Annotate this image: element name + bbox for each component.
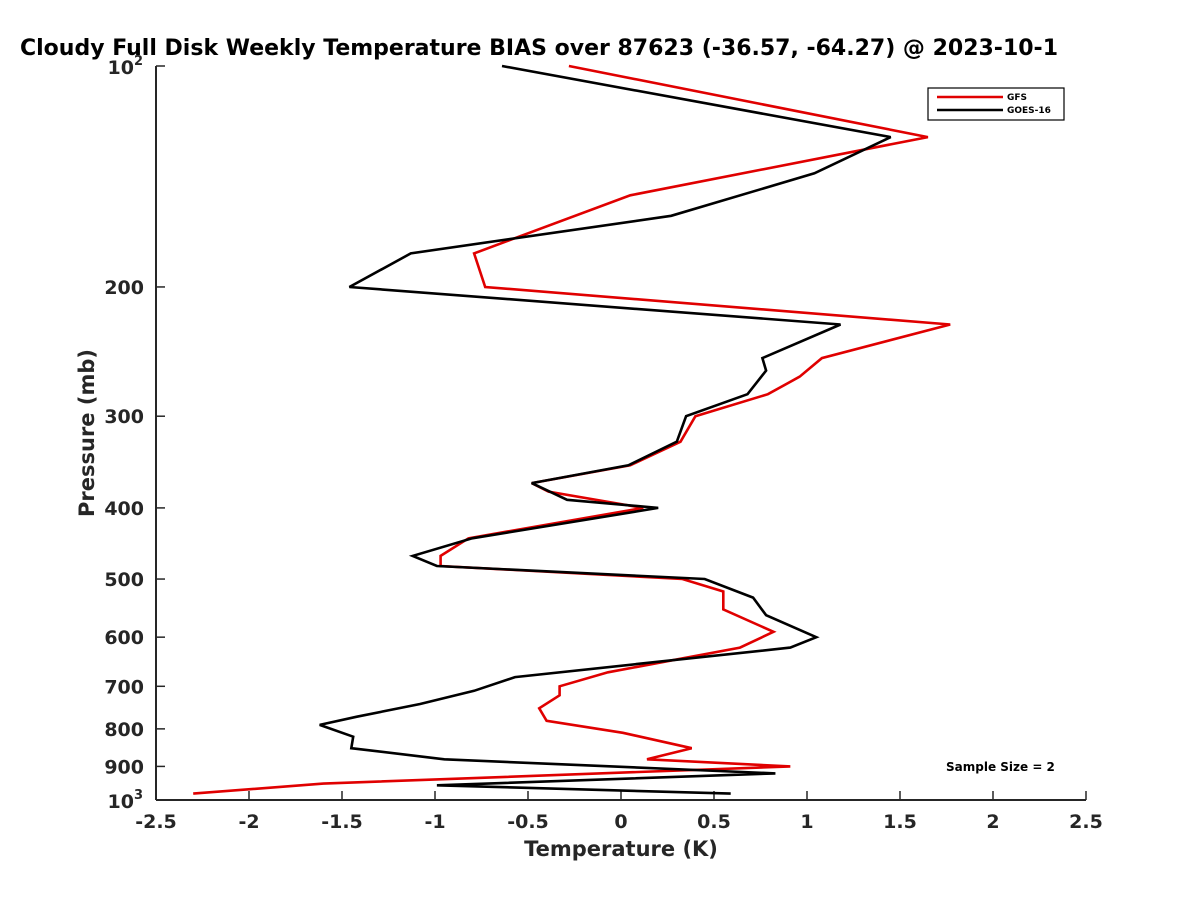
x-tick-label: -2 <box>238 811 259 833</box>
x-tick-label: 1 <box>800 811 813 833</box>
x-tick-label: -1 <box>424 811 445 833</box>
series-lines <box>193 64 951 795</box>
y-tick-label: 600 <box>104 627 144 649</box>
y-tick-label: 500 <box>104 569 144 591</box>
x-tick-label: 2 <box>986 811 999 833</box>
x-tick-label: -1.5 <box>321 811 363 833</box>
tick-exponent: 2 <box>134 54 143 69</box>
plot-area: -2.5 -2 -1.5 -1 -0.5 0 0.5 1 1.5 2 2.5 10220030040… <box>104 54 1103 833</box>
x-axis-label: Temperature (K) <box>524 837 718 861</box>
legend-label: GOES-16 <box>1007 106 1051 116</box>
legend: GFS GOES-16 <box>927 87 1065 121</box>
y-tick-label: 800 <box>104 719 144 741</box>
y-tick-label: 103 <box>108 788 144 813</box>
x-tick-label: -0.5 <box>507 811 549 833</box>
y-axis-label: Pressure (mb) <box>75 349 99 517</box>
y-tick-label: 300 <box>104 406 144 428</box>
tick-exponent: 3 <box>134 788 143 803</box>
tick-base: 10 <box>108 57 134 79</box>
series-line-goes-16 <box>319 64 892 795</box>
y-tick-label: 700 <box>104 676 144 698</box>
series-line-gfs <box>193 64 951 795</box>
chart-title: Cloudy Full Disk Weekly Temperature BIAS… <box>20 36 1058 61</box>
x-tick-label: 0 <box>614 811 627 833</box>
x-tick-label: 2.5 <box>1069 811 1103 833</box>
sample-size-annotation: Sample Size = 2 <box>946 760 1055 774</box>
legend-box <box>927 87 1065 121</box>
x-tick-label: 0.5 <box>697 811 731 833</box>
y-tick-label: 200 <box>104 277 144 299</box>
x-axis-ticks: -2.5 -2 -1.5 -1 -0.5 0 0.5 1 1.5 2 2.5 <box>135 791 1103 833</box>
x-tick-label: 1.5 <box>883 811 917 833</box>
tick-base: 10 <box>108 791 134 813</box>
y-tick-label: 900 <box>104 756 144 778</box>
x-tick-label: -2.5 <box>135 811 177 833</box>
legend-label: GFS <box>1007 93 1027 103</box>
y-tick-label: 102 <box>108 54 144 79</box>
y-tick-label: 400 <box>104 498 144 520</box>
